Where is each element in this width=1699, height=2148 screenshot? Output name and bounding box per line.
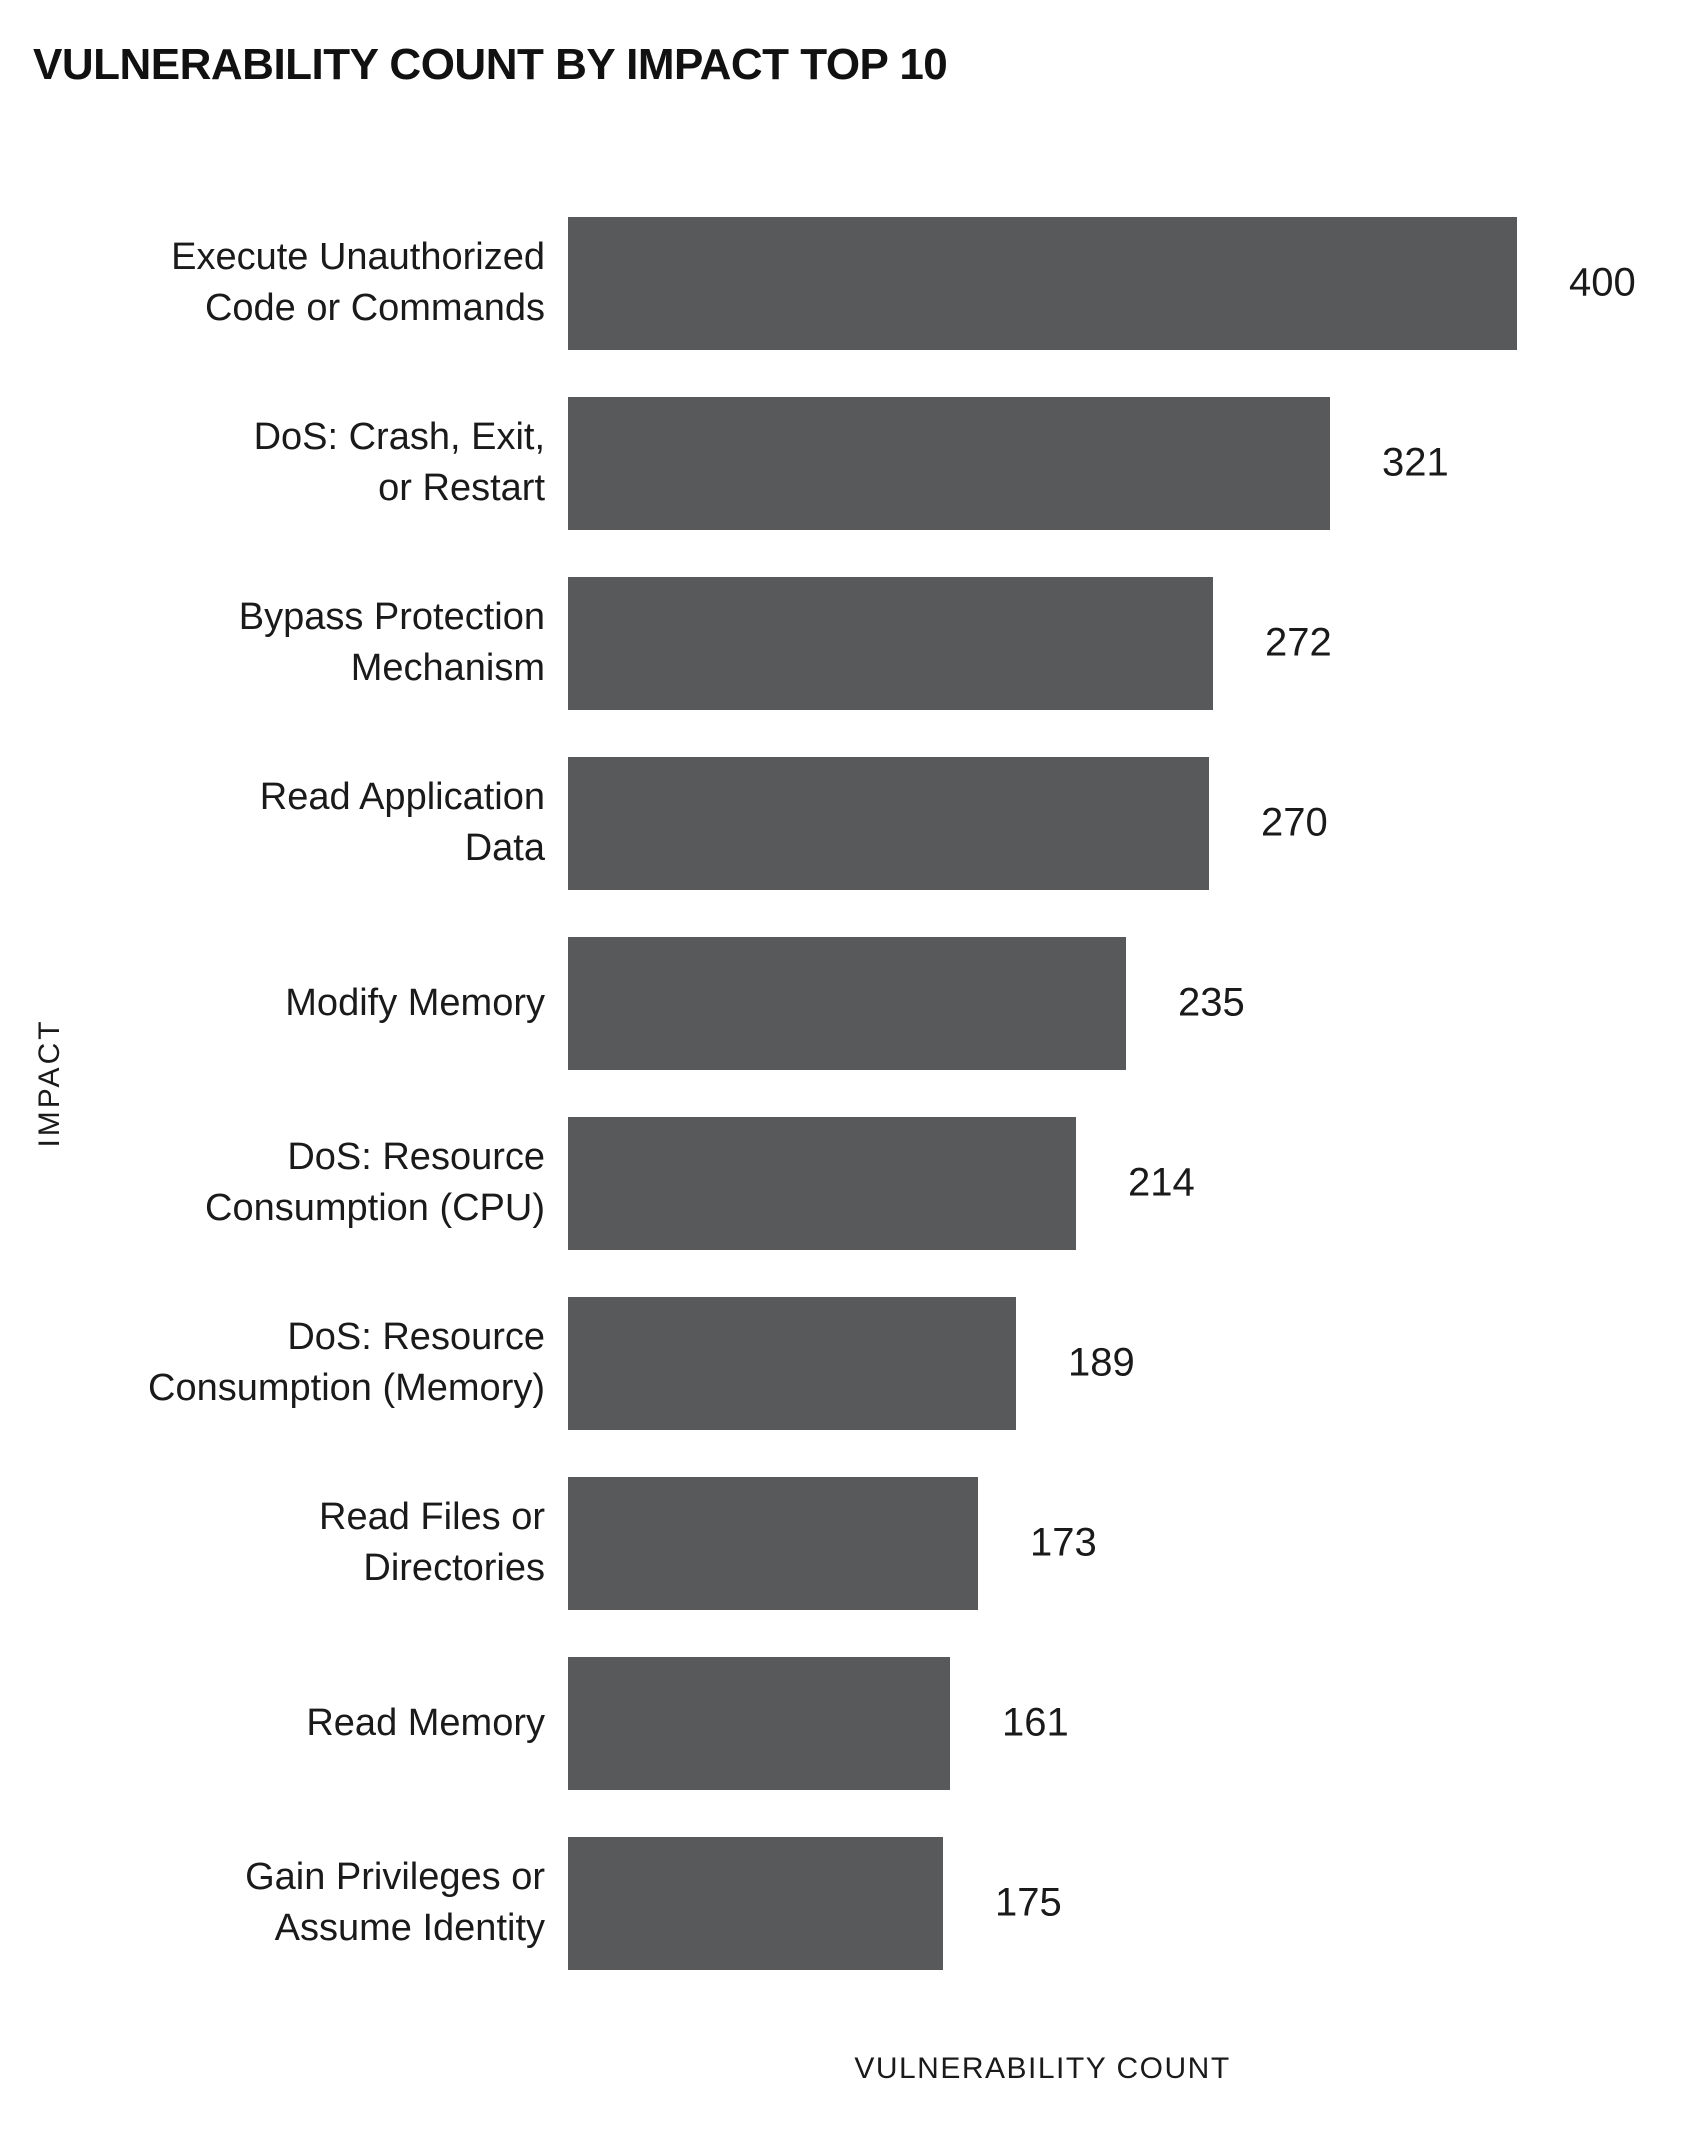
bar-track: 175 xyxy=(568,1836,1699,1970)
category-label-line: Execute Unauthorized xyxy=(171,236,545,278)
bar-row: Gain Privileges or Assume Identity 175 xyxy=(0,1813,1699,1993)
bar-track: 161 xyxy=(568,1656,1699,1790)
bar-row: Read Files or Directories 173 xyxy=(0,1453,1699,1633)
value-label: 270 xyxy=(1261,800,1328,845)
category-label: Modify Memory xyxy=(0,978,568,1029)
category-label: DoS: Crash, Exit, or Restart xyxy=(0,412,568,514)
bar xyxy=(568,576,1213,710)
value-label: 321 xyxy=(1382,440,1449,485)
bar-track: 235 xyxy=(568,936,1699,1070)
bar xyxy=(568,1836,943,1970)
category-label: Read Application Data xyxy=(0,772,568,874)
value-label: 175 xyxy=(995,1880,1062,1925)
category-label-line: Code or Commands xyxy=(204,287,545,329)
category-label-line: DoS: Crash, Exit, xyxy=(253,416,545,458)
category-label: Read Memory xyxy=(0,1698,568,1749)
bar-row: DoS: Crash, Exit, or Restart 321 xyxy=(0,373,1699,553)
value-label: 400 xyxy=(1569,260,1636,305)
chart-rows: Execute Unauthorized Code or Commands 400… xyxy=(0,193,1699,1993)
bar-track: 272 xyxy=(568,576,1699,710)
category-label-line: Read Files or xyxy=(319,1496,545,1538)
bar-track: 270 xyxy=(568,756,1699,890)
bar-row: Read Memory 161 xyxy=(0,1633,1699,1813)
category-label: DoS: Resource Consumption (CPU) xyxy=(0,1132,568,1234)
category-label-line: Consumption (Memory) xyxy=(148,1367,545,1409)
bar-row: DoS: Resource Consumption (CPU) 214 xyxy=(0,1093,1699,1273)
category-label-line: Assume Identity xyxy=(274,1907,545,1949)
category-label-line: Gain Privileges or xyxy=(245,1856,545,1898)
value-label: 189 xyxy=(1068,1340,1135,1385)
bar xyxy=(568,216,1517,350)
category-label-line: Directories xyxy=(363,1547,545,1589)
bar-track: 214 xyxy=(568,1116,1699,1250)
value-label: 235 xyxy=(1178,980,1245,1025)
category-label-line: Bypass Protection xyxy=(238,596,545,638)
bar-track: 189 xyxy=(568,1296,1699,1430)
chart-title: VULNERABILITY COUNT BY IMPACT TOP 10 xyxy=(33,40,948,89)
bar-track: 400 xyxy=(568,216,1699,350)
category-label-line: DoS: Resource xyxy=(287,1136,545,1178)
bar-row: Bypass Protection Mechanism 272 xyxy=(0,553,1699,733)
bar-row: DoS: Resource Consumption (Memory) 189 xyxy=(0,1273,1699,1453)
value-label: 161 xyxy=(1002,1700,1069,1745)
bar-row: Execute Unauthorized Code or Commands 400 xyxy=(0,193,1699,373)
bar xyxy=(568,1476,978,1610)
bar xyxy=(568,1296,1016,1430)
value-label: 272 xyxy=(1265,620,1332,665)
value-label: 214 xyxy=(1128,1160,1195,1205)
bar xyxy=(568,756,1209,890)
bar-track: 173 xyxy=(568,1476,1699,1610)
bar xyxy=(568,936,1126,1070)
category-label: DoS: Resource Consumption (Memory) xyxy=(0,1312,568,1414)
category-label-line: Mechanism xyxy=(350,647,545,689)
category-label-line: Read Memory xyxy=(306,1701,545,1744)
x-axis-label: VULNERABILITY COUNT xyxy=(854,2052,1231,2085)
bar-row: Read Application Data 270 xyxy=(0,733,1699,913)
category-label-line: DoS: Resource xyxy=(287,1316,545,1358)
category-label-line: Consumption (CPU) xyxy=(205,1187,545,1229)
bar-track: 321 xyxy=(568,396,1699,530)
category-label-line: Data xyxy=(464,827,545,869)
category-label: Read Files or Directories xyxy=(0,1492,568,1594)
bar-row: Modify Memory 235 xyxy=(0,913,1699,1093)
category-label: Bypass Protection Mechanism xyxy=(0,592,568,694)
category-label: Gain Privileges or Assume Identity xyxy=(0,1852,568,1954)
bar xyxy=(568,396,1330,530)
category-label: Execute Unauthorized Code or Commands xyxy=(0,232,568,334)
category-label-line: or Restart xyxy=(378,467,545,509)
value-label: 173 xyxy=(1030,1520,1097,1565)
bar xyxy=(568,1656,950,1790)
category-label-line: Read Application xyxy=(259,776,545,818)
category-label-line: Modify Memory xyxy=(285,981,545,1024)
bar xyxy=(568,1116,1076,1250)
